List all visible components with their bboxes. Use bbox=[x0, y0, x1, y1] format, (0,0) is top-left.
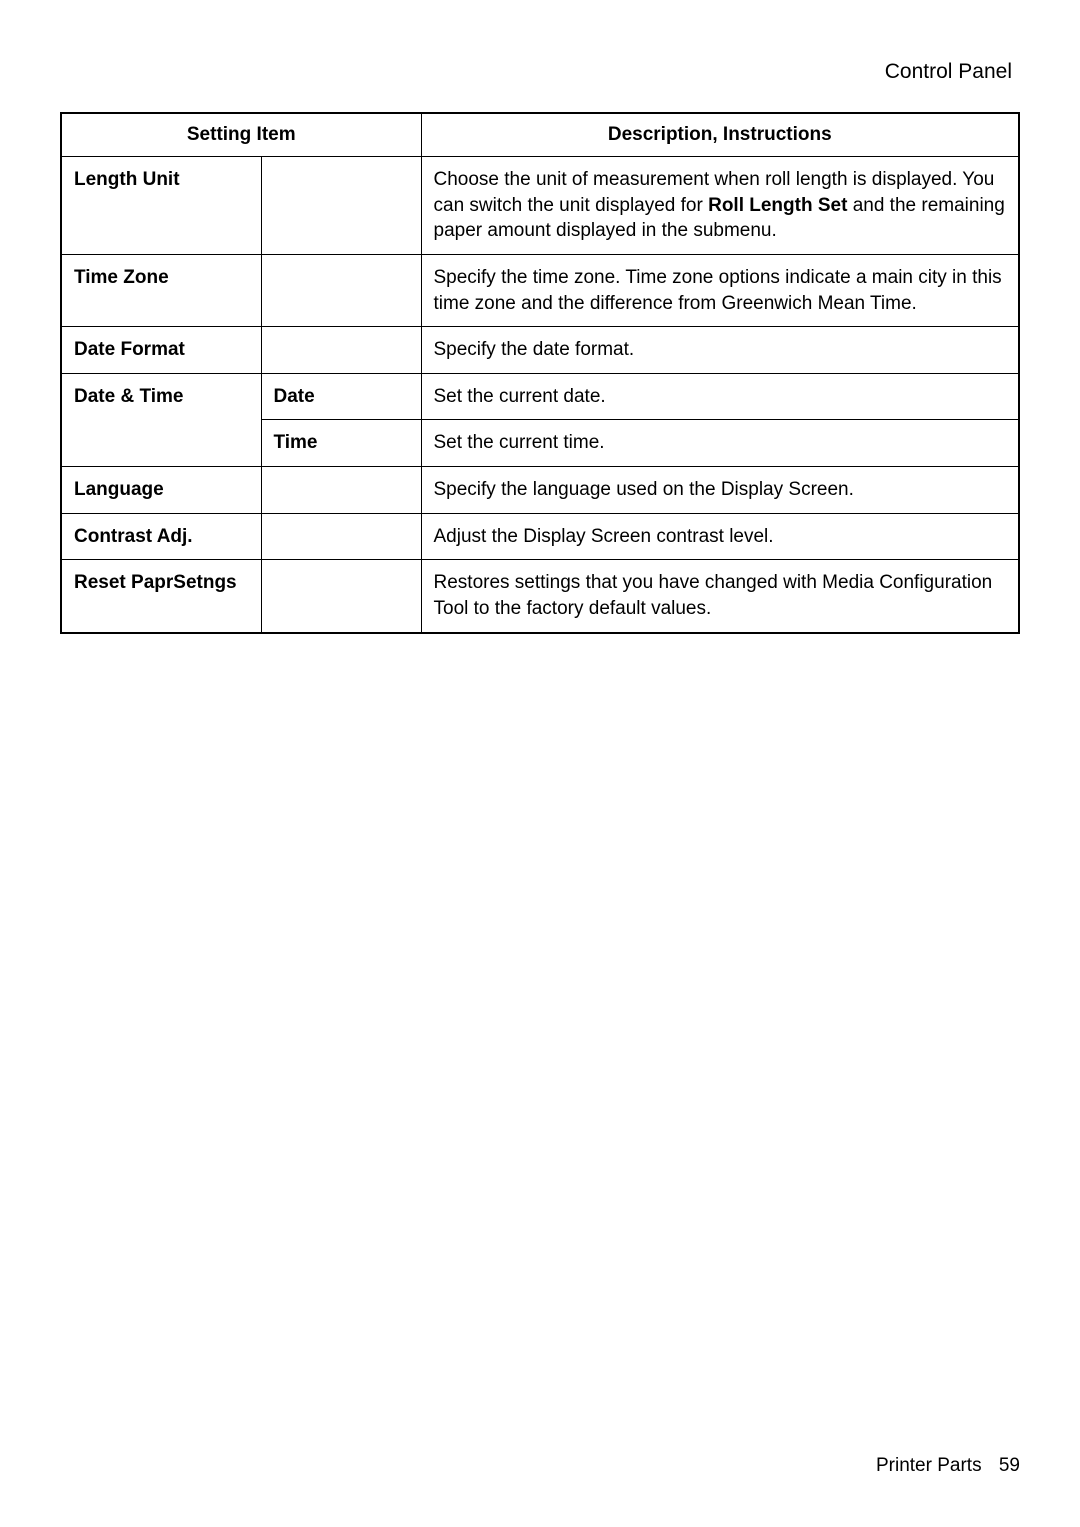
desc-text-bold: Roll Length Set bbox=[708, 195, 847, 216]
cell-item: Date Format bbox=[61, 327, 261, 374]
col-description: Description, Instructions bbox=[421, 113, 1019, 157]
page-header-title: Control Panel bbox=[60, 60, 1020, 84]
cell-desc: Restores settings that you have changed … bbox=[421, 560, 1019, 633]
cell-sub bbox=[261, 513, 421, 560]
cell-sub bbox=[261, 467, 421, 514]
cell-sub bbox=[261, 157, 421, 255]
table-row: Date Format Specify the date format. bbox=[61, 327, 1019, 374]
cell-sub: Time bbox=[261, 420, 421, 467]
footer-section: Printer Parts bbox=[876, 1455, 982, 1476]
cell-desc: Adjust the Display Screen contrast level… bbox=[421, 513, 1019, 560]
page-footer: Printer Parts 59 bbox=[876, 1455, 1020, 1477]
table-row: Date & Time Date Set the current date. bbox=[61, 373, 1019, 420]
table-row: Reset PaprSetngs Restores settings that … bbox=[61, 560, 1019, 633]
footer-page-number: 59 bbox=[999, 1455, 1020, 1476]
cell-sub bbox=[261, 560, 421, 633]
col-setting-item: Setting Item bbox=[61, 113, 421, 157]
cell-desc: Specify the time zone. Time zone options… bbox=[421, 254, 1019, 326]
table-row: Language Specify the language used on th… bbox=[61, 467, 1019, 514]
cell-item: Contrast Adj. bbox=[61, 513, 261, 560]
cell-item: Reset PaprSetngs bbox=[61, 560, 261, 633]
cell-item: Language bbox=[61, 467, 261, 514]
settings-table: Setting Item Description, Instructions L… bbox=[60, 112, 1020, 634]
table-row: Contrast Adj. Adjust the Display Screen … bbox=[61, 513, 1019, 560]
cell-sub: Date bbox=[261, 373, 421, 420]
cell-desc: Specify the date format. bbox=[421, 327, 1019, 374]
cell-desc: Set the current time. bbox=[421, 420, 1019, 467]
cell-sub bbox=[261, 254, 421, 326]
cell-sub bbox=[261, 327, 421, 374]
table-row: Time Zone Specify the time zone. Time zo… bbox=[61, 254, 1019, 326]
cell-item: Date & Time bbox=[61, 373, 261, 466]
cell-desc: Specify the language used on the Display… bbox=[421, 467, 1019, 514]
table-row: Length Unit Choose the unit of measureme… bbox=[61, 157, 1019, 255]
cell-item: Length Unit bbox=[61, 157, 261, 255]
cell-desc: Set the current date. bbox=[421, 373, 1019, 420]
cell-item: Time Zone bbox=[61, 254, 261, 326]
table-header-row: Setting Item Description, Instructions bbox=[61, 113, 1019, 157]
cell-desc: Choose the unit of measurement when roll… bbox=[421, 157, 1019, 255]
